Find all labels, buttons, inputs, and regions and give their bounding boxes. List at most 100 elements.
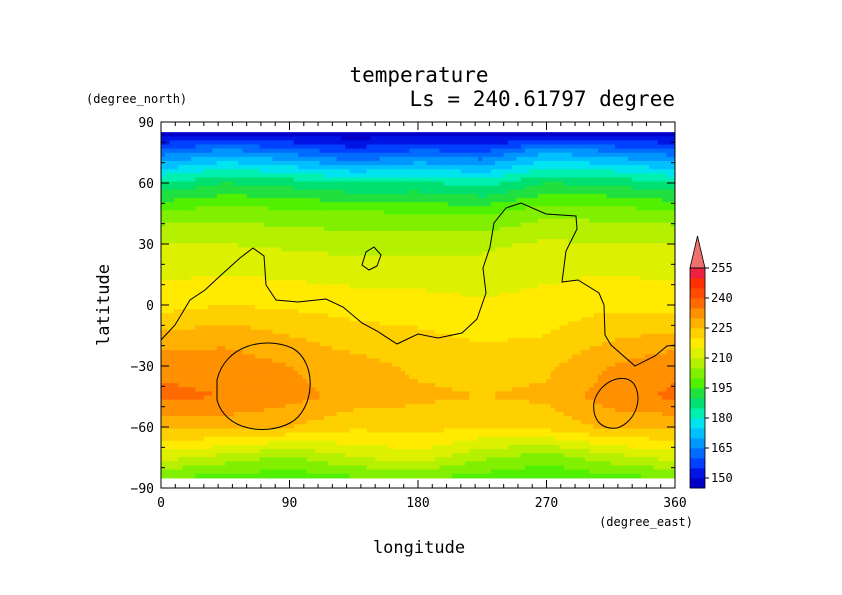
field-cell [657,272,663,277]
field-cell [525,218,530,224]
field-cell [182,247,188,253]
field-cell [657,243,663,248]
field-cell [456,210,462,216]
field-cell [426,206,432,211]
field-cell [550,173,556,179]
field-cell [610,255,616,261]
field-cell [238,169,243,174]
field-cell [649,152,655,158]
field-cell [456,198,462,203]
field-cell [653,235,659,240]
field-cell [233,235,239,240]
field-cell [379,136,385,141]
field-cell [289,214,295,220]
field-cell [272,214,278,220]
field-cell [173,144,179,150]
field-cell [572,198,578,203]
field-cell [263,206,269,211]
field-cell [447,152,453,158]
field-cell [358,276,363,281]
field-cell [375,214,381,220]
field-cell [610,148,616,154]
field-cell [640,243,646,248]
field-cell [572,144,578,150]
field-cell [190,267,196,273]
field-cell [619,222,625,228]
field-cell [272,235,278,240]
field-cell [272,222,278,228]
field-cell [430,198,436,203]
field-cell [559,160,565,166]
field-cell [366,214,372,220]
field-cell [280,185,286,191]
field-cell [370,243,376,248]
field-cell [340,296,346,302]
field-cell [392,173,398,179]
field-cell [276,292,282,298]
field-cell [439,300,445,306]
field-cell [495,152,500,158]
field-cell [469,193,475,199]
field-cell [328,284,333,290]
field-cell [576,272,582,277]
field-cell [610,214,616,220]
field-cell [280,280,286,286]
field-cell [242,173,248,179]
field-cell [315,144,321,150]
field-cell [490,144,496,150]
field-cell [439,255,445,261]
field-cell [580,214,586,220]
field-cell [208,173,213,179]
field-cell [362,218,368,224]
field-cell [315,255,321,261]
field-cell [229,239,235,244]
field-cell [186,214,192,220]
field-cell [546,181,552,187]
field-cell [405,292,411,298]
field-cell [465,140,470,146]
field-cell [640,181,646,187]
field-cell [169,300,175,306]
field-cell [332,152,338,158]
field-cell [537,235,543,240]
field-cell [379,280,385,286]
field-cell [465,255,470,261]
field-cell [199,292,205,298]
field-cell [593,226,599,232]
field-cell [366,177,372,183]
field-cell [268,284,273,290]
field-cell [649,230,655,236]
field-cell [285,210,291,216]
field-cell [507,156,513,162]
field-cell [268,140,273,146]
field-cell [580,235,586,240]
field-cell [593,230,599,236]
field-cell [353,181,359,187]
field-cell [439,235,445,240]
field-cell [272,243,278,248]
field-cell [212,189,218,195]
field-cell [580,177,586,183]
field-cell [473,280,479,286]
field-cell [567,136,573,141]
field-cell [242,284,248,290]
field-cell [580,226,586,232]
field-cell [203,288,209,294]
field-cell [173,136,179,141]
field-cell [640,222,646,228]
field-cell [623,284,629,290]
field-cell [319,235,325,240]
field-cell [615,210,620,216]
field-cell [559,235,565,240]
field-cell [349,255,355,261]
field-cell [229,202,235,207]
field-cell [345,140,351,146]
field-cell [229,263,235,269]
field-cell [362,239,368,244]
field-cell [640,160,646,166]
field-cell [169,214,175,220]
field-cell [195,160,201,166]
field-cell [203,144,209,150]
field-cell [413,156,419,162]
field-cell [610,202,616,207]
